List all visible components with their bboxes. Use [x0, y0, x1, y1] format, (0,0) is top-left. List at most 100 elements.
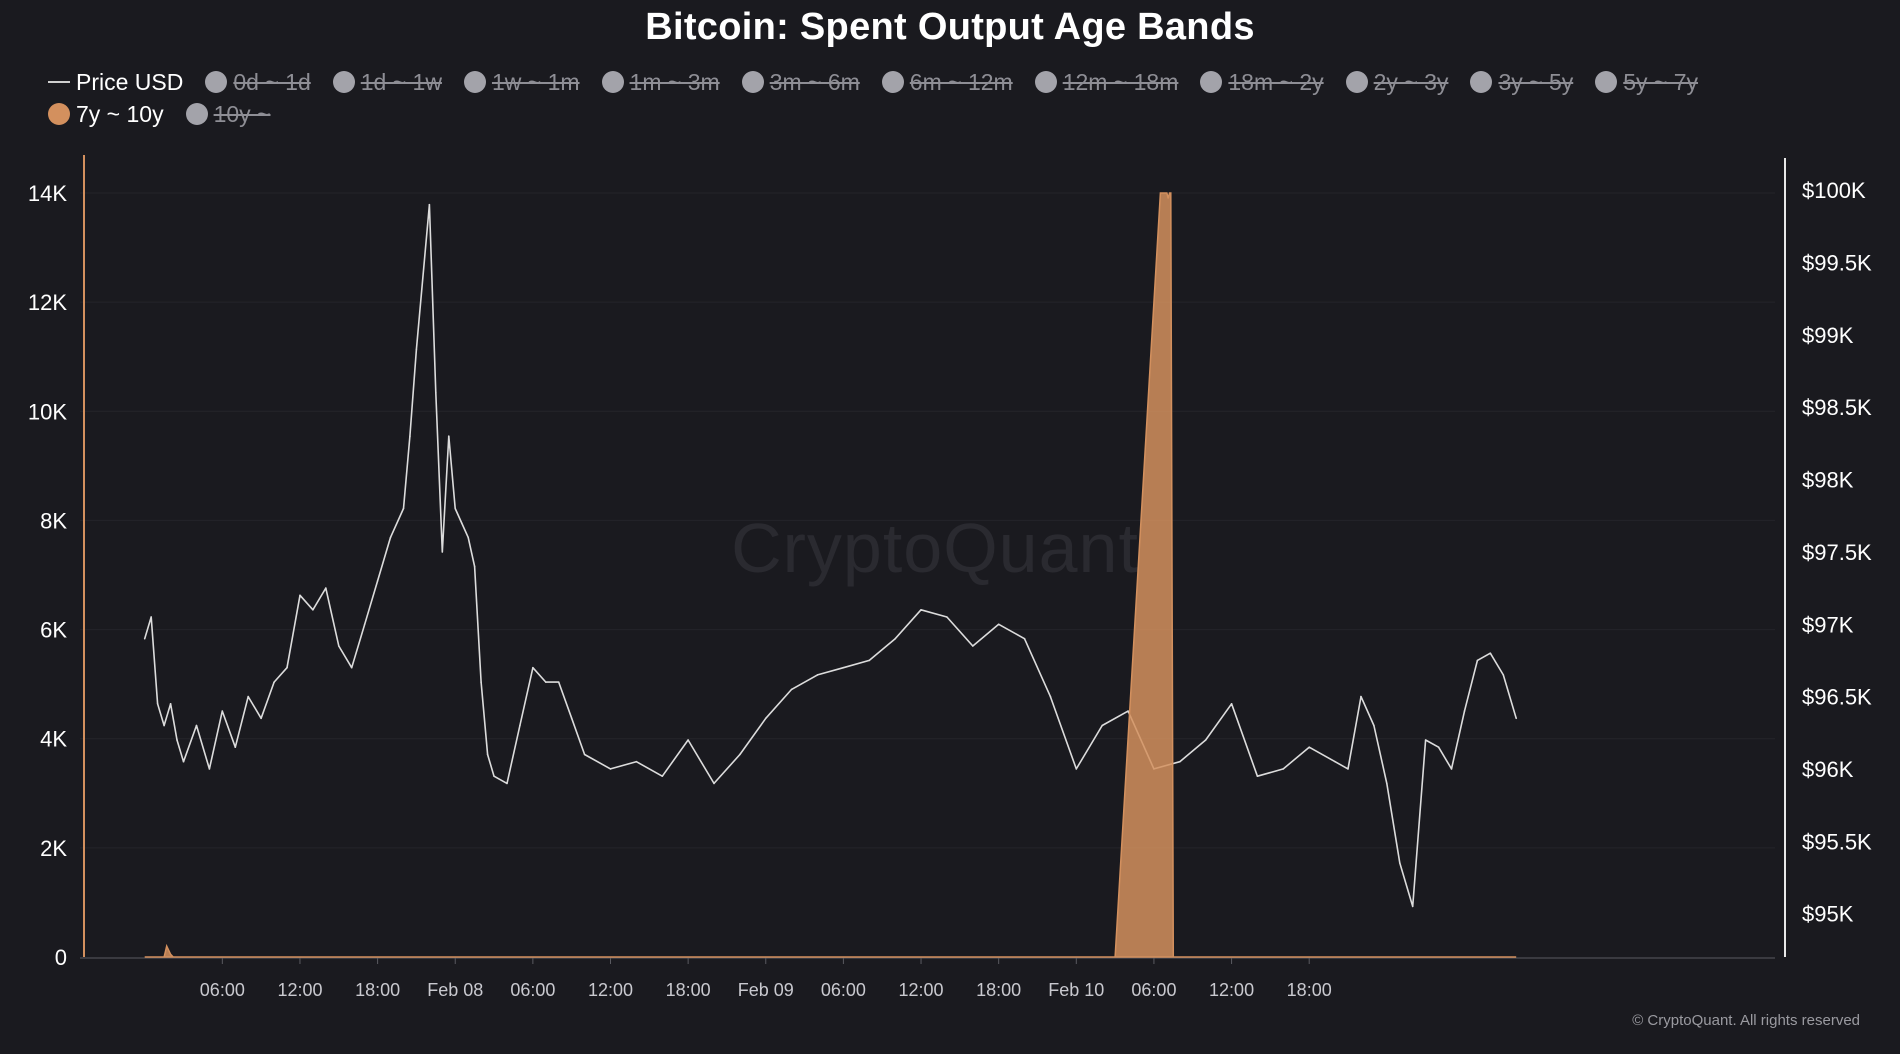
right-axis-tick-label: $97K	[1802, 612, 1854, 637]
legend-label: 1d ~ 1w	[360, 68, 442, 95]
price-point	[1256, 775, 1259, 777]
price-point	[1075, 768, 1078, 770]
legend-dot	[332, 71, 355, 93]
right-axis-tick-label: $100K	[1802, 178, 1866, 203]
legend-item-1d-1w[interactable]: 1d ~ 1w	[332, 68, 442, 96]
price-point	[389, 536, 392, 539]
legend-dot	[205, 71, 228, 93]
price-point	[1502, 674, 1505, 676]
price-point	[1476, 659, 1479, 662]
price-point	[182, 760, 185, 763]
price-point	[1437, 746, 1440, 749]
price-point	[312, 608, 314, 611]
x-axis-tick-label: 06:00	[510, 980, 555, 1000]
x-axis-tick-label: 06:00	[1131, 980, 1176, 1000]
price-point	[1101, 724, 1103, 727]
legend-dot	[463, 71, 486, 93]
right-axis-tick-label: $98K	[1802, 468, 1854, 493]
left-axis-tick-label: 12K	[28, 290, 67, 315]
legend-item-1w-1m[interactable]: 1w ~ 1m	[463, 68, 580, 96]
price-point	[473, 565, 476, 568]
price-point	[376, 580, 379, 582]
x-axis-tick-label: 12:00	[277, 980, 322, 1000]
price-point	[325, 587, 327, 589]
price-point	[435, 391, 437, 394]
legend-label: 3m ~ 6m	[769, 68, 860, 95]
price-point	[1411, 905, 1414, 908]
legend-dot	[1595, 71, 1618, 93]
legend-label: 12m ~ 18m	[1062, 68, 1179, 95]
legend-label: 18m ~ 2y	[1228, 68, 1324, 95]
legend-item-6m-12m[interactable]: 6m ~ 12m	[881, 68, 1013, 96]
left-axis-tick-label: 6K	[40, 618, 67, 643]
legend-item-0d-1d[interactable]: 0d ~ 1d	[205, 69, 311, 96]
x-axis-tick-label: 18:00	[666, 980, 711, 1000]
price-point	[1282, 768, 1285, 770]
price-point	[687, 739, 689, 741]
price-point	[169, 703, 172, 705]
legend-dot	[601, 71, 624, 93]
price-point	[1347, 768, 1349, 770]
price-point	[467, 536, 469, 539]
legend-item-3m-6m[interactable]: 3m ~ 6m	[741, 68, 860, 96]
legend-label: 1w ~ 1m	[491, 68, 580, 95]
price-point	[842, 666, 845, 669]
price-point	[1386, 782, 1388, 785]
x-axis-tick-label: 12:00	[588, 980, 633, 1000]
legend-item-1m-3m[interactable]: 1m ~ 3m	[601, 68, 720, 96]
price-point	[894, 637, 896, 640]
right-axis-tick-label: $96.5K	[1802, 685, 1872, 710]
price-point	[402, 507, 405, 510]
left-axis-tick-label: 10K	[28, 399, 67, 424]
legend-item-3y-5y[interactable]: 3y ~ 5y	[1470, 69, 1573, 96]
price-point	[868, 659, 871, 662]
price-point	[493, 775, 495, 777]
price-point	[454, 507, 457, 510]
x-axis-tick-label: 18:00	[355, 980, 400, 1000]
price-point	[739, 753, 741, 756]
price-point	[532, 666, 534, 669]
price-point	[1373, 724, 1375, 727]
legend-dot	[1345, 71, 1368, 93]
legend-item-2y-3y[interactable]: 2y ~ 3y	[1345, 69, 1448, 96]
price-point	[176, 739, 178, 741]
price-point	[221, 710, 224, 712]
legend-item-price-usd[interactable]: Price USD	[48, 69, 183, 96]
legend-item-18m-2y[interactable]: 18m ~ 2y	[1200, 68, 1324, 96]
price-point	[409, 435, 411, 437]
left-axis-tick-label: 2K	[40, 836, 67, 861]
legend-dot	[1470, 71, 1493, 93]
price-point	[260, 717, 262, 720]
price-point	[583, 753, 586, 756]
price-point	[486, 753, 489, 756]
legend-row-1: Price USD 0d ~ 1d 1d ~ 1w 1w ~ 1m 1m ~ 3m 3m …	[48, 66, 1868, 98]
legend-item-10y[interactable]: 10y ~	[185, 101, 271, 128]
legend-label: 6m ~ 12m	[909, 68, 1013, 95]
price-point	[557, 681, 560, 683]
x-axis-tick-label: 12:00	[1209, 980, 1254, 1000]
price-point	[337, 645, 340, 647]
legend-label: 5y ~ 7y	[1623, 68, 1699, 95]
legend-label: Price USD	[76, 68, 184, 95]
price-point	[1023, 637, 1026, 640]
price-point	[1308, 746, 1310, 749]
legend-dot	[881, 71, 904, 93]
x-axis-tick-label: 06:00	[200, 980, 245, 1000]
legend-label: 3y ~ 5y	[1498, 68, 1574, 95]
price-point	[195, 724, 198, 727]
price-point	[363, 623, 366, 626]
left-axis-tick-label: 8K	[40, 508, 67, 533]
price-point	[1230, 703, 1233, 705]
legend-dot	[185, 103, 208, 125]
x-axis-tick-label: 18:00	[1287, 980, 1332, 1000]
price-point	[156, 703, 159, 705]
copyright-text: © CryptoQuant. All rights reserved	[1632, 1012, 1860, 1029]
legend-item-5y-7y[interactable]: 5y ~ 7y	[1595, 69, 1698, 96]
legend-item-7y-10y[interactable]: 7y ~ 10y	[48, 101, 164, 128]
legend-label: 1m ~ 3m	[629, 68, 720, 95]
legend-item-12m-18m[interactable]: 12m ~ 18m	[1034, 68, 1179, 96]
price-point	[816, 674, 819, 676]
price-point	[299, 594, 301, 597]
price-point	[506, 782, 508, 785]
